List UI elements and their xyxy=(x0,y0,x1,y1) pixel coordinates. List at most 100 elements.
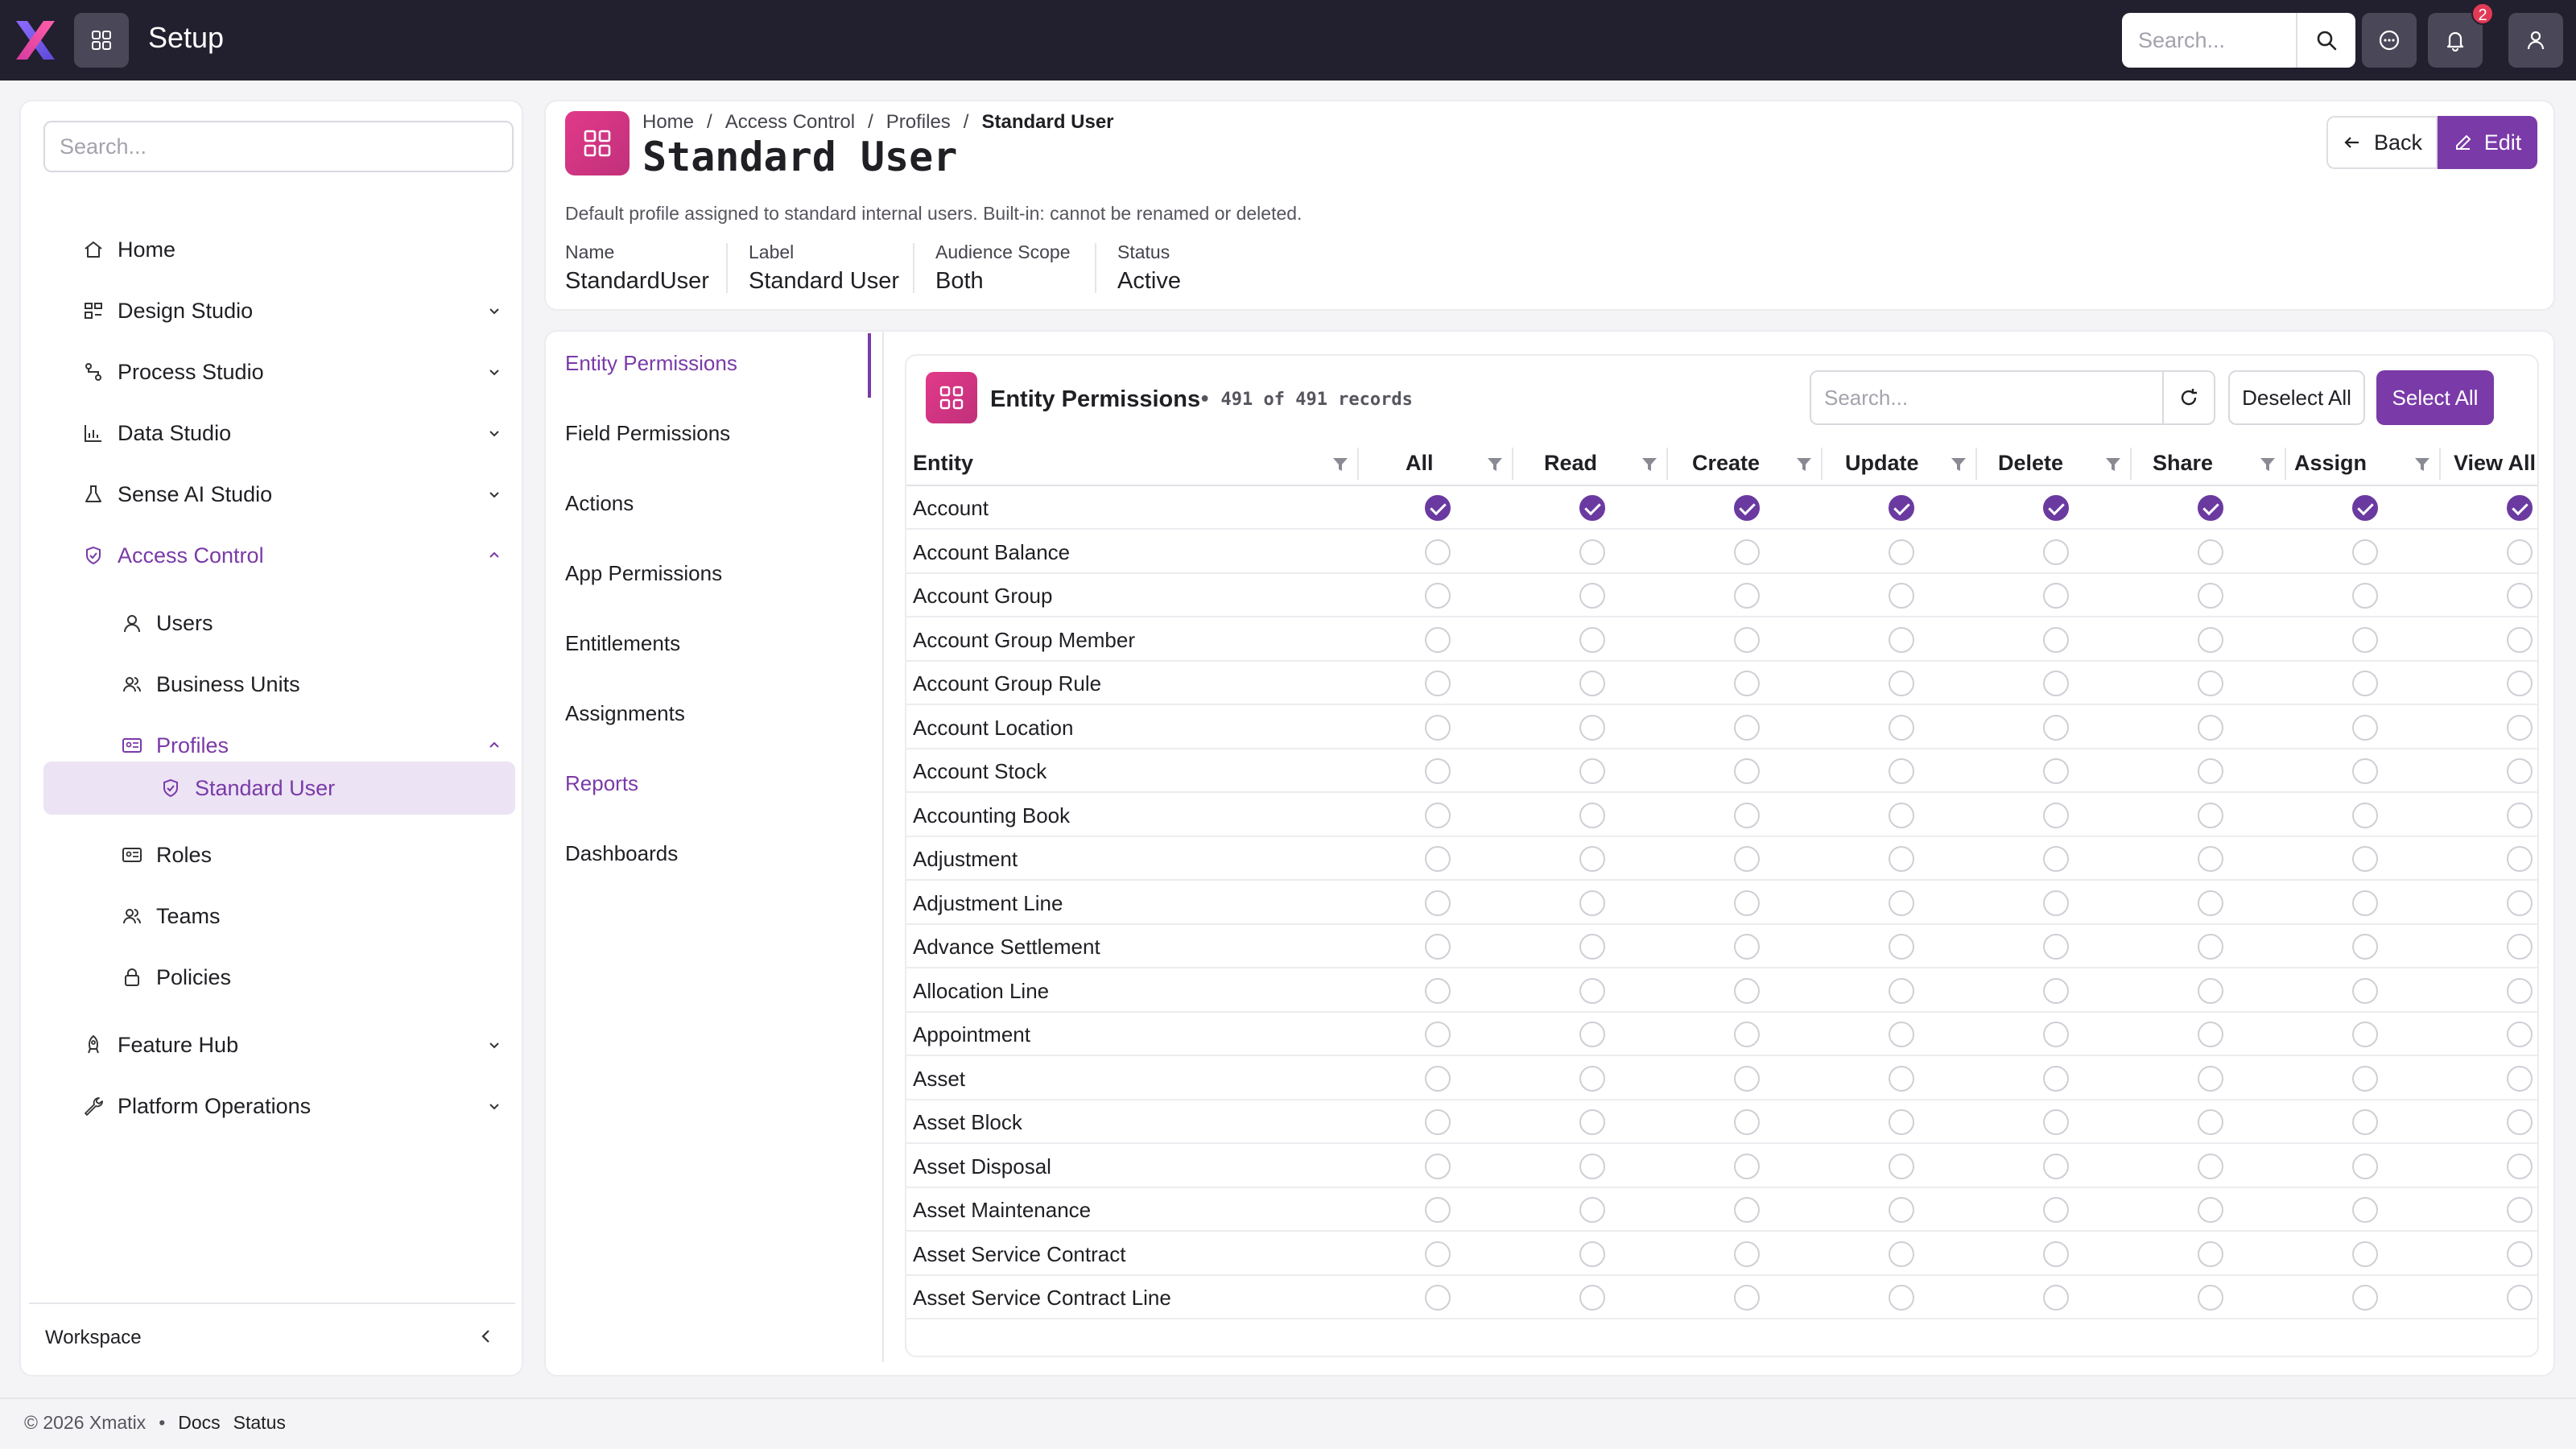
permission-checkbox-all[interactable] xyxy=(1425,890,1451,916)
sidebar-item-feature-hub[interactable]: Feature Hub xyxy=(80,1019,507,1071)
permission-checkbox-share[interactable] xyxy=(2198,627,2223,653)
sidebar-item-design-studio[interactable]: Design Studio xyxy=(80,285,507,336)
breadcrumb-link-profiles[interactable]: Profiles xyxy=(886,111,951,133)
permission-checkbox-assign[interactable] xyxy=(2352,1154,2378,1179)
permission-checkbox-share[interactable] xyxy=(2198,715,2223,741)
permission-checkbox-assign[interactable] xyxy=(2352,1197,2378,1223)
permission-checkbox-assign[interactable] xyxy=(2352,890,2378,916)
permission-checkbox-create[interactable] xyxy=(1734,846,1760,872)
permission-checkbox-view-all[interactable] xyxy=(2507,627,2533,653)
permission-checkbox-read[interactable] xyxy=(1579,846,1605,872)
column-header-delete[interactable]: Delete xyxy=(1998,451,2064,475)
permission-checkbox-share[interactable] xyxy=(2198,1109,2223,1135)
permission-checkbox-all[interactable] xyxy=(1425,978,1451,1004)
sidebar-item-users[interactable]: Users xyxy=(119,597,507,649)
permission-checkbox-delete[interactable] xyxy=(2043,1022,2069,1047)
permission-checkbox-view-all[interactable] xyxy=(2507,846,2533,872)
permission-checkbox-assign[interactable] xyxy=(2352,803,2378,828)
permission-checkbox-update[interactable] xyxy=(1889,1241,1914,1267)
permission-checkbox-all[interactable] xyxy=(1425,758,1451,784)
permission-checkbox-share[interactable] xyxy=(2198,1241,2223,1267)
permission-checkbox-read[interactable] xyxy=(1579,583,1605,609)
permission-checkbox-assign[interactable] xyxy=(2352,715,2378,741)
permission-checkbox-delete[interactable] xyxy=(2043,583,2069,609)
permission-checkbox-read[interactable] xyxy=(1579,1022,1605,1047)
permission-checkbox-delete[interactable] xyxy=(2043,1154,2069,1179)
permission-checkbox-all[interactable] xyxy=(1425,1241,1451,1267)
permission-checkbox-assign[interactable] xyxy=(2352,539,2378,565)
permission-checkbox-all[interactable] xyxy=(1425,495,1451,521)
permission-checkbox-read[interactable] xyxy=(1579,803,1605,828)
permission-checkbox-create[interactable] xyxy=(1734,583,1760,609)
permission-checkbox-assign[interactable] xyxy=(2352,671,2378,696)
tab-app-permissions[interactable]: App Permissions xyxy=(565,561,723,585)
permission-checkbox-read[interactable] xyxy=(1579,495,1605,521)
permission-checkbox-assign[interactable] xyxy=(2352,978,2378,1004)
permission-checkbox-create[interactable] xyxy=(1734,671,1760,696)
sidebar-item-policies[interactable]: Policies xyxy=(119,952,507,1003)
permission-checkbox-share[interactable] xyxy=(2198,583,2223,609)
permission-checkbox-all[interactable] xyxy=(1425,583,1451,609)
app-launcher-button[interactable] xyxy=(74,13,129,68)
deselect-all-button[interactable]: Deselect All xyxy=(2228,370,2365,425)
permission-checkbox-view-all[interactable] xyxy=(2507,583,2533,609)
select-all-button[interactable]: Select All xyxy=(2376,370,2494,425)
permission-checkbox-view-all[interactable] xyxy=(2507,715,2533,741)
permission-checkbox-delete[interactable] xyxy=(2043,1066,2069,1092)
permission-checkbox-share[interactable] xyxy=(2198,803,2223,828)
permission-checkbox-delete[interactable] xyxy=(2043,627,2069,653)
refresh-button[interactable] xyxy=(2162,370,2215,425)
permission-checkbox-view-all[interactable] xyxy=(2507,671,2533,696)
permission-checkbox-view-all[interactable] xyxy=(2507,1109,2533,1135)
permission-checkbox-delete[interactable] xyxy=(2043,1109,2069,1135)
permission-checkbox-read[interactable] xyxy=(1579,1154,1605,1179)
permission-checkbox-update[interactable] xyxy=(1889,846,1914,872)
permission-checkbox-read[interactable] xyxy=(1579,978,1605,1004)
permission-checkbox-read[interactable] xyxy=(1579,627,1605,653)
permission-checkbox-view-all[interactable] xyxy=(2507,890,2533,916)
permission-checkbox-all[interactable] xyxy=(1425,934,1451,960)
permission-checkbox-share[interactable] xyxy=(2198,890,2223,916)
permission-checkbox-assign[interactable] xyxy=(2352,934,2378,960)
permission-checkbox-delete[interactable] xyxy=(2043,539,2069,565)
permission-checkbox-delete[interactable] xyxy=(2043,1285,2069,1311)
filter-icon[interactable] xyxy=(1639,454,1660,475)
column-header-create[interactable]: Create xyxy=(1692,451,1761,475)
permission-checkbox-share[interactable] xyxy=(2198,1022,2223,1047)
permission-checkbox-create[interactable] xyxy=(1734,1154,1760,1179)
permission-checkbox-share[interactable] xyxy=(2198,758,2223,784)
permission-checkbox-create[interactable] xyxy=(1734,758,1760,784)
permission-checkbox-delete[interactable] xyxy=(2043,934,2069,960)
permission-checkbox-read[interactable] xyxy=(1579,934,1605,960)
permission-checkbox-create[interactable] xyxy=(1734,803,1760,828)
permission-checkbox-update[interactable] xyxy=(1889,583,1914,609)
permission-checkbox-create[interactable] xyxy=(1734,1197,1760,1223)
chevron-up-icon[interactable] xyxy=(481,733,507,758)
permission-checkbox-update[interactable] xyxy=(1889,758,1914,784)
chevron-down-icon[interactable] xyxy=(481,1093,507,1119)
permission-checkbox-assign[interactable] xyxy=(2352,583,2378,609)
back-button[interactable]: Back xyxy=(2326,116,2438,169)
permission-checkbox-read[interactable] xyxy=(1579,1285,1605,1311)
permission-checkbox-update[interactable] xyxy=(1889,978,1914,1004)
permission-checkbox-create[interactable] xyxy=(1734,1022,1760,1047)
permission-checkbox-delete[interactable] xyxy=(2043,495,2069,521)
permission-checkbox-read[interactable] xyxy=(1579,1066,1605,1092)
permission-checkbox-update[interactable] xyxy=(1889,671,1914,696)
column-header-assign[interactable]: Assign xyxy=(2294,451,2368,475)
tab-field-permissions[interactable]: Field Permissions xyxy=(565,421,731,445)
permission-checkbox-assign[interactable] xyxy=(2352,1066,2378,1092)
permission-checkbox-delete[interactable] xyxy=(2043,846,2069,872)
permission-checkbox-update[interactable] xyxy=(1889,1285,1914,1311)
permission-checkbox-create[interactable] xyxy=(1734,627,1760,653)
tab-actions[interactable]: Actions xyxy=(565,491,634,515)
edit-button[interactable]: Edit xyxy=(2438,116,2537,169)
column-separator[interactable] xyxy=(1821,448,1823,480)
filter-icon[interactable] xyxy=(2103,454,2124,475)
permission-checkbox-assign[interactable] xyxy=(2352,846,2378,872)
filter-icon[interactable] xyxy=(2257,454,2278,475)
permission-checkbox-all[interactable] xyxy=(1425,1285,1451,1311)
chevron-down-icon[interactable] xyxy=(481,298,507,324)
permission-checkbox-create[interactable] xyxy=(1734,539,1760,565)
column-separator[interactable] xyxy=(2285,448,2286,480)
